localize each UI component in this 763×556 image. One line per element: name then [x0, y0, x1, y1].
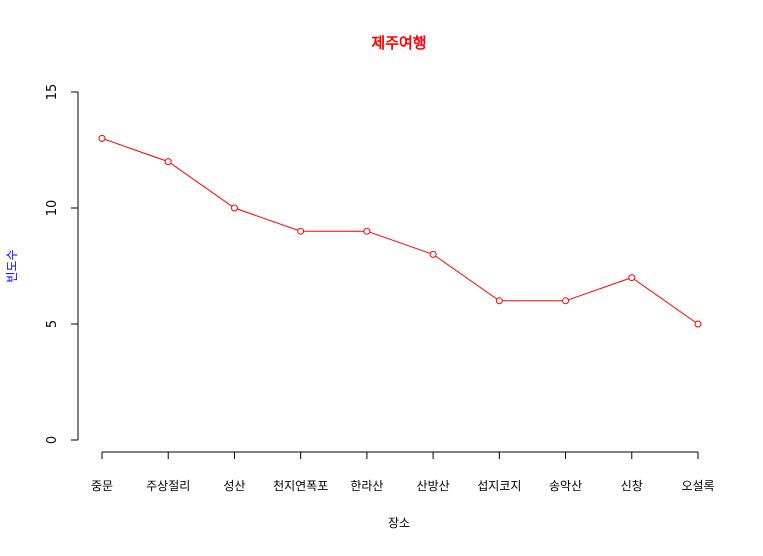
x-tick-label: 오설록 — [681, 479, 714, 493]
y-axis-label: 빈도수 — [5, 249, 19, 282]
y-tick-label: 10 — [45, 200, 60, 217]
x-tick-label: 섭지코지 — [477, 479, 521, 493]
x-axis: 중문 주상절리 성산 천지연폭포 한라산 산방산 섭지코지 송악산 신창 오설록 — [91, 451, 715, 493]
y-tick-label: 0 — [45, 436, 60, 444]
x-tick-label: 한라산 — [350, 479, 383, 493]
x-tick-label: 성산 — [223, 479, 245, 493]
data-point — [429, 250, 437, 258]
x-tick-label: 산방산 — [417, 479, 450, 493]
series-layer — [98, 134, 702, 328]
y-tick-label: 15 — [45, 84, 60, 101]
x-tick-label: 천지연폭포 — [273, 478, 328, 493]
data-point — [562, 297, 570, 305]
data-point — [297, 227, 305, 235]
data-point — [495, 297, 503, 305]
chart-title: 제주여행 — [371, 34, 426, 52]
data-point — [164, 158, 172, 166]
x-tick-label: 주상절리 — [146, 479, 190, 493]
data-point — [363, 227, 371, 235]
data-point — [694, 320, 702, 328]
x-tick-label: 중문 — [91, 479, 113, 493]
series-line — [101, 137, 699, 325]
y-tick-label: 5 — [45, 320, 60, 328]
x-tick-label: 송악산 — [549, 479, 582, 493]
x-tick-label: 신창 — [621, 479, 643, 493]
data-point — [230, 204, 238, 212]
data-point — [628, 274, 636, 282]
y-axis: 0 5 10 15 — [45, 84, 79, 444]
x-axis-label: 장소 — [388, 516, 410, 530]
data-point — [98, 134, 106, 142]
